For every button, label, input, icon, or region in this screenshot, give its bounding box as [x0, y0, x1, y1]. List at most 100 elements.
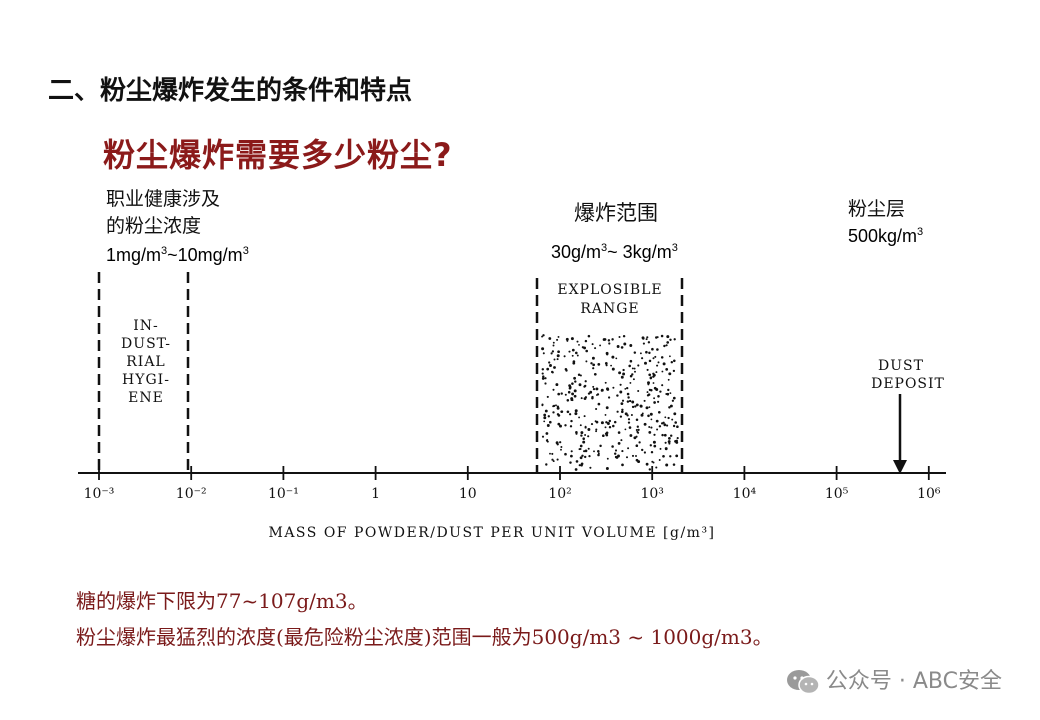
stipple-dot [633, 367, 636, 370]
stipple-dot [676, 437, 679, 440]
stipple-dot [647, 393, 651, 396]
stipple-dot [654, 355, 657, 358]
stipple-dot [604, 426, 607, 429]
stipple-dot [569, 385, 572, 389]
stipple-dot [630, 413, 633, 417]
stipple-dot [543, 420, 546, 423]
stipple-dot [641, 448, 644, 452]
stipple-dot [579, 374, 582, 377]
stipple-dot [599, 444, 602, 448]
dust-deposit-value: 500kg/m3 [848, 226, 924, 246]
stipple-dot [612, 386, 615, 389]
stipple-dot [629, 344, 633, 347]
stipple-dot [653, 397, 656, 400]
stipple-dot [590, 362, 593, 365]
stipple-dot [611, 445, 614, 448]
stipple-dot [669, 392, 672, 395]
stipple-dot [597, 363, 601, 366]
stipple-dot [637, 431, 640, 434]
stipple-dot [580, 434, 583, 437]
stipple-dot [655, 466, 658, 469]
stipple-dot [605, 421, 608, 424]
stipple-dot [643, 422, 647, 426]
stipple-dot [559, 441, 562, 444]
stipple-dot [653, 444, 657, 448]
stipple-dot [542, 375, 545, 378]
stipple-dot [634, 370, 636, 373]
stipple-dot [571, 399, 574, 402]
stipple-dot [627, 418, 631, 421]
stipple-dot [636, 425, 639, 428]
stipple-dot [666, 341, 670, 344]
stipple-dot [627, 447, 630, 450]
x-axis-tick-label: 10⁻³ [84, 486, 115, 502]
stipple-dot [667, 378, 670, 381]
stipple-dot [555, 404, 557, 407]
stipple-dot [595, 407, 598, 411]
stipple-dot [673, 412, 677, 416]
stipple-dot [597, 402, 601, 406]
stipple-dot [653, 401, 656, 404]
stipple-dot [544, 409, 548, 413]
stipple-dot [605, 406, 609, 410]
stipple-dot [566, 410, 570, 414]
stipple-dot [551, 350, 555, 353]
stipple-dot [674, 440, 677, 443]
stipple-dot [550, 370, 554, 374]
stipple-dot [648, 406, 651, 408]
x-axis-tick-label: 10³ [640, 486, 663, 502]
stipple-dot [583, 385, 586, 388]
stipple-dot [556, 358, 559, 361]
stipple-dot [573, 394, 577, 398]
stipple-dot [657, 395, 660, 398]
x-axis-tick-label: 10² [548, 486, 571, 502]
stipple-dot [589, 390, 593, 394]
stipple-dot [663, 423, 667, 427]
deposit-text-2: DEPOSIT [871, 376, 945, 392]
question-heading: 粉尘爆炸需要多少粉尘? [103, 136, 453, 174]
stipple-dot [592, 385, 595, 388]
stipple-dot [587, 334, 591, 338]
industrial-label-line1: 职业健康涉及 [106, 188, 221, 210]
stipple-dot [568, 413, 572, 416]
stipple-dot [582, 440, 586, 444]
industrial-label-line2: 的粉尘浓度 [106, 215, 202, 237]
stipple-dot [601, 434, 605, 438]
stipple-dot [629, 434, 633, 437]
stipple-dot [595, 428, 598, 431]
stipple-dot [638, 441, 641, 444]
x-axis-tick-label: 10⁻¹ [268, 486, 299, 502]
stipple-dot [552, 405, 555, 408]
stipple-dot [639, 404, 643, 408]
explosible-text-1: EXPLOSIBLE [557, 282, 662, 298]
stipple-dot [578, 416, 581, 419]
stipple-dot [652, 461, 655, 464]
stipple-dot [583, 455, 587, 459]
stipple-dot [604, 362, 608, 365]
wechat-icon [786, 670, 820, 695]
stipple-dot [605, 353, 609, 356]
stipple-dot [580, 431, 584, 435]
stipple-dot [574, 468, 578, 471]
stipple-dot [560, 410, 563, 414]
stipple-dot [658, 425, 662, 428]
explosion-range-label: 爆炸范围 [574, 201, 658, 225]
stipple-dot [592, 387, 596, 391]
x-axis-tick-label: 10⁶ [917, 486, 941, 502]
stipple-dot [591, 395, 594, 399]
stipple-dot [629, 359, 633, 363]
deposit-arrow-head [893, 460, 907, 474]
stipple-dot [650, 426, 653, 429]
stipple-dot [629, 374, 633, 378]
stipple-dot [656, 428, 659, 431]
stipple-dot [659, 390, 662, 393]
stipple-dot [580, 463, 583, 467]
stipple-dot [668, 442, 671, 445]
stipple-dot [564, 452, 567, 456]
stipple-dot [653, 373, 656, 377]
stipple-dot [669, 455, 672, 458]
stipple-dot [620, 402, 624, 405]
stipple-dot [671, 418, 674, 421]
stipple-dot [564, 424, 567, 427]
stipple-dot [661, 384, 664, 387]
